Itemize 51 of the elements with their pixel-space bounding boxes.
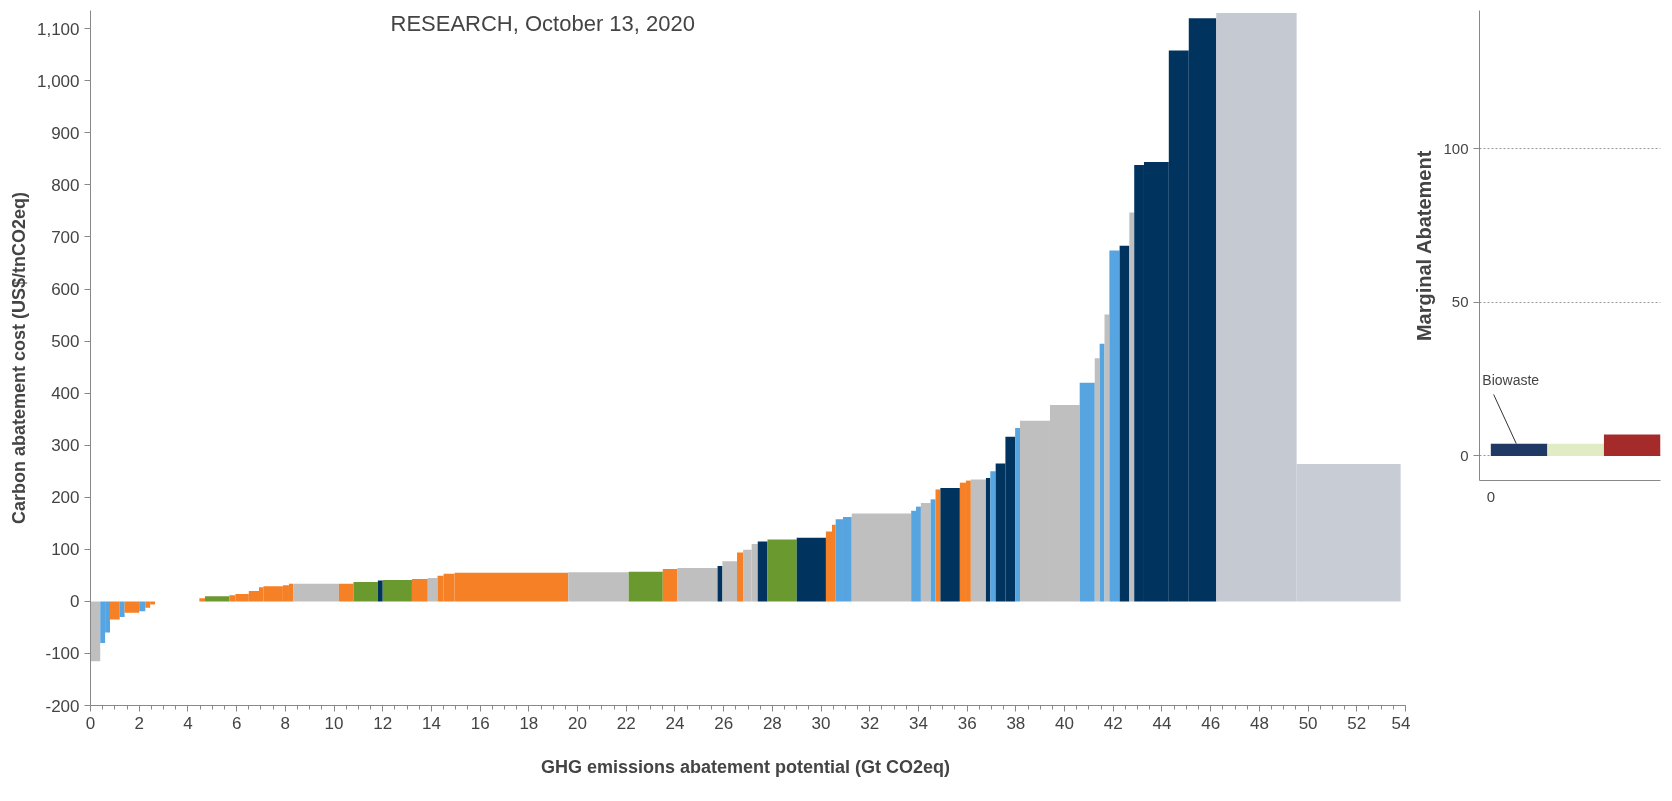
x-tick-label: 24 xyxy=(665,713,685,733)
y-tick-label: -100 xyxy=(45,644,80,664)
y-tick-label: 1,000 xyxy=(36,71,80,91)
y-tick-label: 700 xyxy=(51,227,80,247)
y-tick-label: 100 xyxy=(51,540,80,560)
x-tick-label: 10 xyxy=(324,713,344,733)
annotation: RESEARCH, October 13, 2020 xyxy=(390,10,695,36)
y-axis-title: Marginal Abatement xyxy=(1413,150,1436,342)
y-tick-label: -200 xyxy=(45,696,80,716)
x-tick-label: 36 xyxy=(957,713,977,733)
x-tick-label: 16 xyxy=(470,713,490,733)
y-tick-label: 900 xyxy=(51,123,80,143)
x-tick-label: 48 xyxy=(1249,713,1269,733)
x-tick-label: 8 xyxy=(280,713,291,733)
text: 0 xyxy=(1486,487,1495,505)
y-tick-label: 1,100 xyxy=(36,19,80,39)
x-tick-label: 34 xyxy=(909,713,928,733)
x-tick-label: 50 xyxy=(1298,713,1318,733)
x-tick-label: 2 xyxy=(134,713,144,733)
x-tick-label: 28 xyxy=(762,713,782,733)
x-tick-label: 22 xyxy=(616,713,636,733)
x-tick-label: 12 xyxy=(373,713,393,733)
x-tick-label: 32 xyxy=(860,713,880,733)
x-tick-label: 30 xyxy=(811,713,831,733)
x-axis-title: GHG emissions abatement potential (Gt CO2eq) xyxy=(540,756,951,777)
y-tick-label: 0 xyxy=(70,592,80,612)
y-tick-label: 50 xyxy=(1451,293,1469,311)
y-tick-label: 200 xyxy=(51,488,80,508)
x-tick-label: 52 xyxy=(1347,713,1367,733)
y-axis-title: Carbon abatement cost (US$/tnCO2eq) xyxy=(8,191,29,525)
x-tick-label: 26 xyxy=(714,713,734,733)
y-tick-label: 100 xyxy=(1443,139,1469,157)
y-tick-label: 300 xyxy=(51,436,80,456)
x-tick-label: 4 xyxy=(183,713,193,733)
x-tick-label: 54 xyxy=(1391,713,1411,733)
x-tick-label: 6 xyxy=(231,713,242,733)
y-tick-label: 800 xyxy=(51,175,80,195)
y-tick-label: 500 xyxy=(51,332,80,352)
y-tick-label: 400 xyxy=(51,384,80,404)
x-tick-label: 18 xyxy=(519,713,539,733)
x-tick-label: 44 xyxy=(1152,713,1172,733)
annotation: Biowaste xyxy=(1482,372,1540,389)
x-tick-label: 0 xyxy=(85,713,96,733)
y-tick-label: 0 xyxy=(1460,446,1469,464)
x-tick-label: 42 xyxy=(1103,713,1123,733)
x-tick-label: 40 xyxy=(1055,713,1075,733)
x-tick-label: 46 xyxy=(1201,713,1221,733)
x-tick-label: 20 xyxy=(568,713,587,733)
y-tick-label: 600 xyxy=(51,280,80,300)
x-tick-label: 38 xyxy=(1006,713,1026,733)
x-tick-label: 14 xyxy=(421,713,441,733)
